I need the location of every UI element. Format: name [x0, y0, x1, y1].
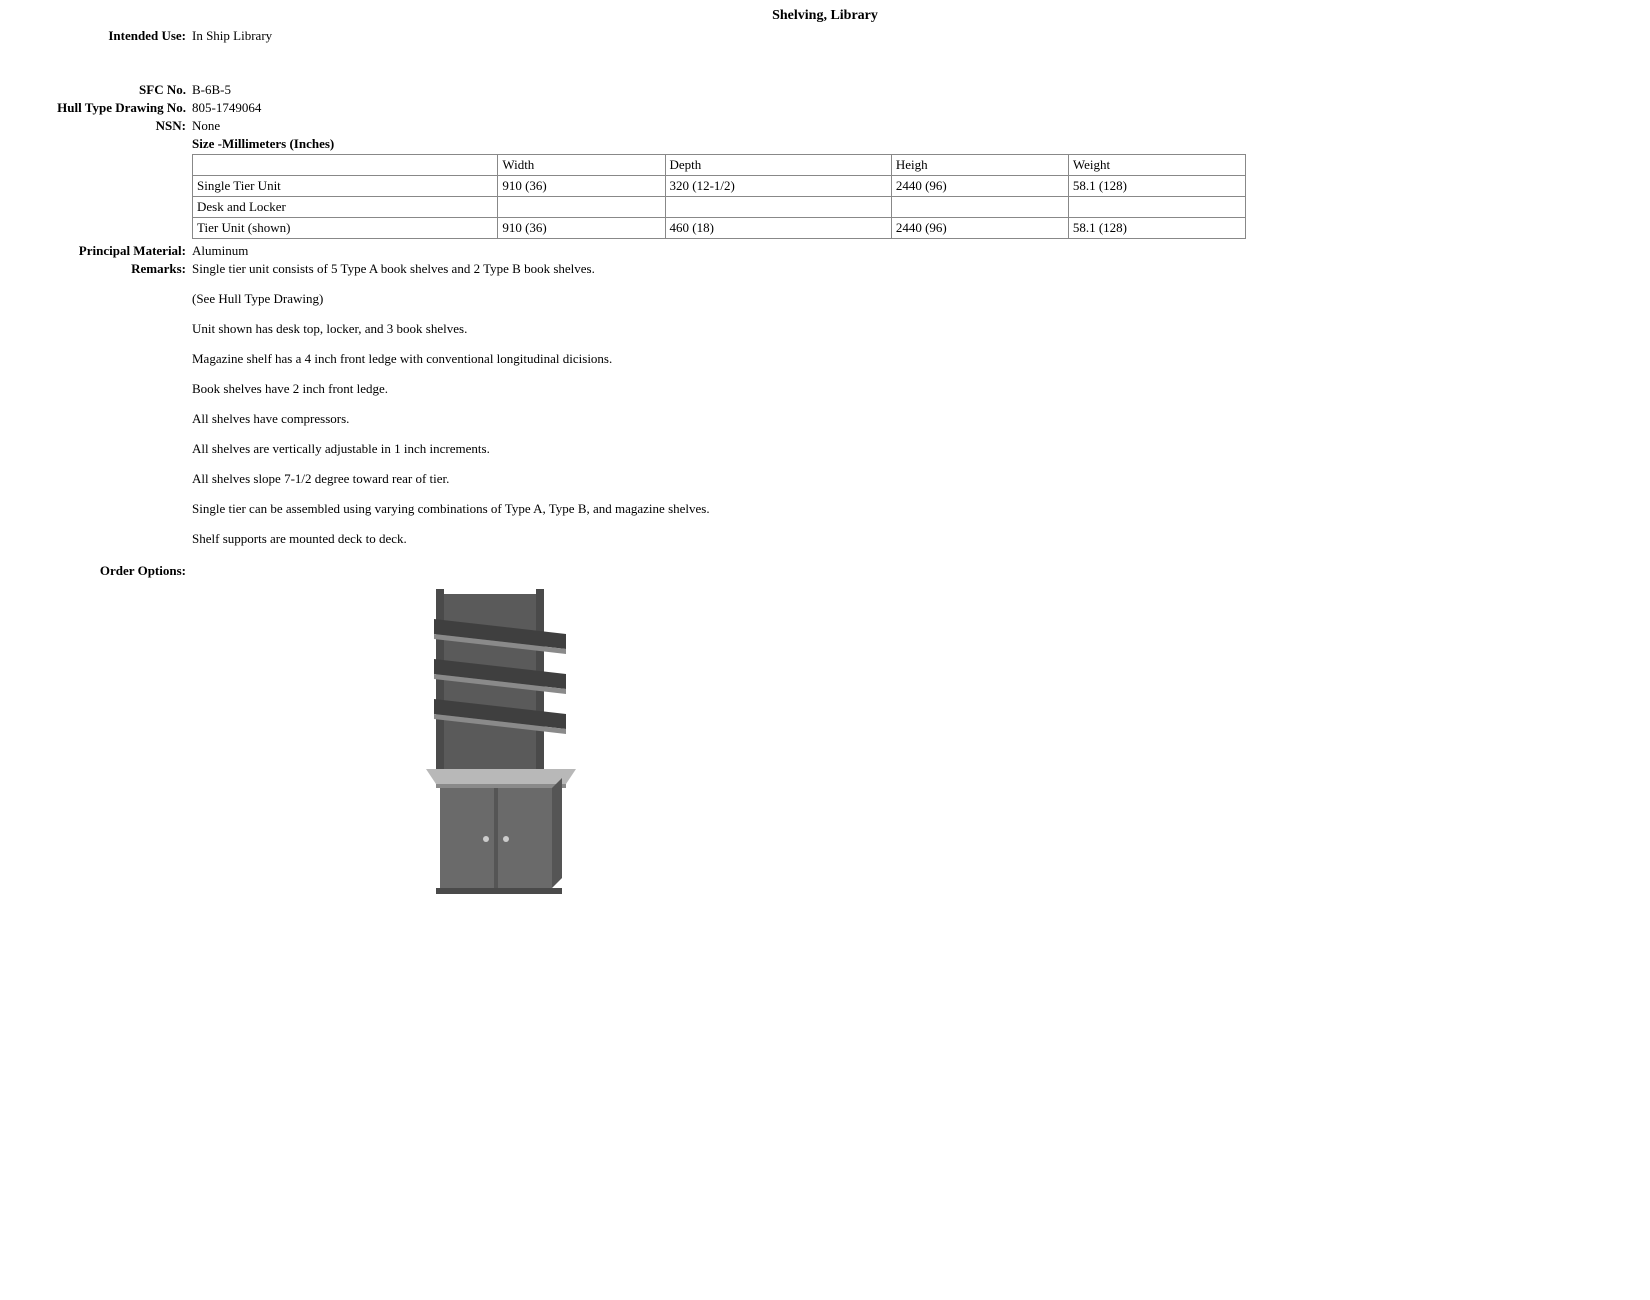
- col-header-depth: Depth: [665, 155, 891, 176]
- cell-width: 910 (36): [498, 218, 665, 239]
- cell-weight: 58.1 (128): [1068, 176, 1245, 197]
- sfc-no-label: SFC No.: [16, 82, 192, 98]
- material-label: Principal Material:: [16, 243, 192, 259]
- remark-line: All shelves have compressors.: [192, 411, 1634, 427]
- remark-line: (See Hull Type Drawing): [192, 291, 1634, 307]
- cell-height: 2440 (96): [891, 218, 1068, 239]
- remarks-label: Remarks:: [16, 261, 192, 277]
- cell-depth: 320 (12-1/2): [665, 176, 891, 197]
- col-header-name: [193, 155, 498, 176]
- size-caption: Size -Millimeters (Inches): [192, 136, 1634, 152]
- size-table: Width Depth Heigh Weight Single Tier Uni…: [192, 154, 1246, 239]
- remark-line: Unit shown has desk top, locker, and 3 b…: [192, 321, 1634, 337]
- col-header-weight: Weight: [1068, 155, 1245, 176]
- remark-line: All shelves are vertically adjustable in…: [192, 441, 1634, 457]
- remark-line: Single tier unit consists of 5 Type A bo…: [192, 261, 1634, 277]
- shelving-icon: [416, 589, 586, 909]
- remark-line: Single tier can be assembled using varyi…: [192, 501, 1634, 517]
- order-options-label: Order Options:: [16, 563, 192, 579]
- cell-name: Single Tier Unit: [193, 176, 498, 197]
- cell-depth: 460 (18): [665, 218, 891, 239]
- table-row: Desk and Locker: [193, 197, 1246, 218]
- intended-use-value: In Ship Library: [192, 28, 1634, 44]
- cell-weight: [1068, 197, 1245, 218]
- intended-use-label: Intended Use:: [16, 28, 192, 44]
- nsn-value: None: [192, 118, 1634, 134]
- table-row: Single Tier Unit 910 (36) 320 (12-1/2) 2…: [193, 176, 1246, 197]
- cell-width: 910 (36): [498, 176, 665, 197]
- table-row: Tier Unit (shown) 910 (36) 460 (18) 2440…: [193, 218, 1246, 239]
- material-value: Aluminum: [192, 243, 1634, 259]
- cell-weight: 58.1 (128): [1068, 218, 1245, 239]
- page-title: Shelving, Library: [16, 8, 1634, 24]
- remark-line: Shelf supports are mounted deck to deck.: [192, 531, 1634, 547]
- product-illustration: [416, 589, 1634, 913]
- cell-name: Tier Unit (shown): [193, 218, 498, 239]
- sfc-no-value: B-6B-5: [192, 82, 1634, 98]
- table-header-row: Width Depth Heigh Weight: [193, 155, 1246, 176]
- drawing-no-label: Hull Type Drawing No.: [16, 100, 192, 116]
- col-header-width: Width: [498, 155, 665, 176]
- drawing-no-value: 805-1749064: [192, 100, 1634, 116]
- remark-line: Book shelves have 2 inch front ledge.: [192, 381, 1634, 397]
- cell-width: [498, 197, 665, 218]
- remark-line: Magazine shelf has a 4 inch front ledge …: [192, 351, 1634, 367]
- col-header-height: Heigh: [891, 155, 1068, 176]
- cell-depth: [665, 197, 891, 218]
- cell-height: 2440 (96): [891, 176, 1068, 197]
- cell-height: [891, 197, 1068, 218]
- nsn-label: NSN:: [16, 118, 192, 134]
- remark-line: All shelves slope 7-1/2 degree toward re…: [192, 471, 1634, 487]
- cell-name: Desk and Locker: [193, 197, 498, 218]
